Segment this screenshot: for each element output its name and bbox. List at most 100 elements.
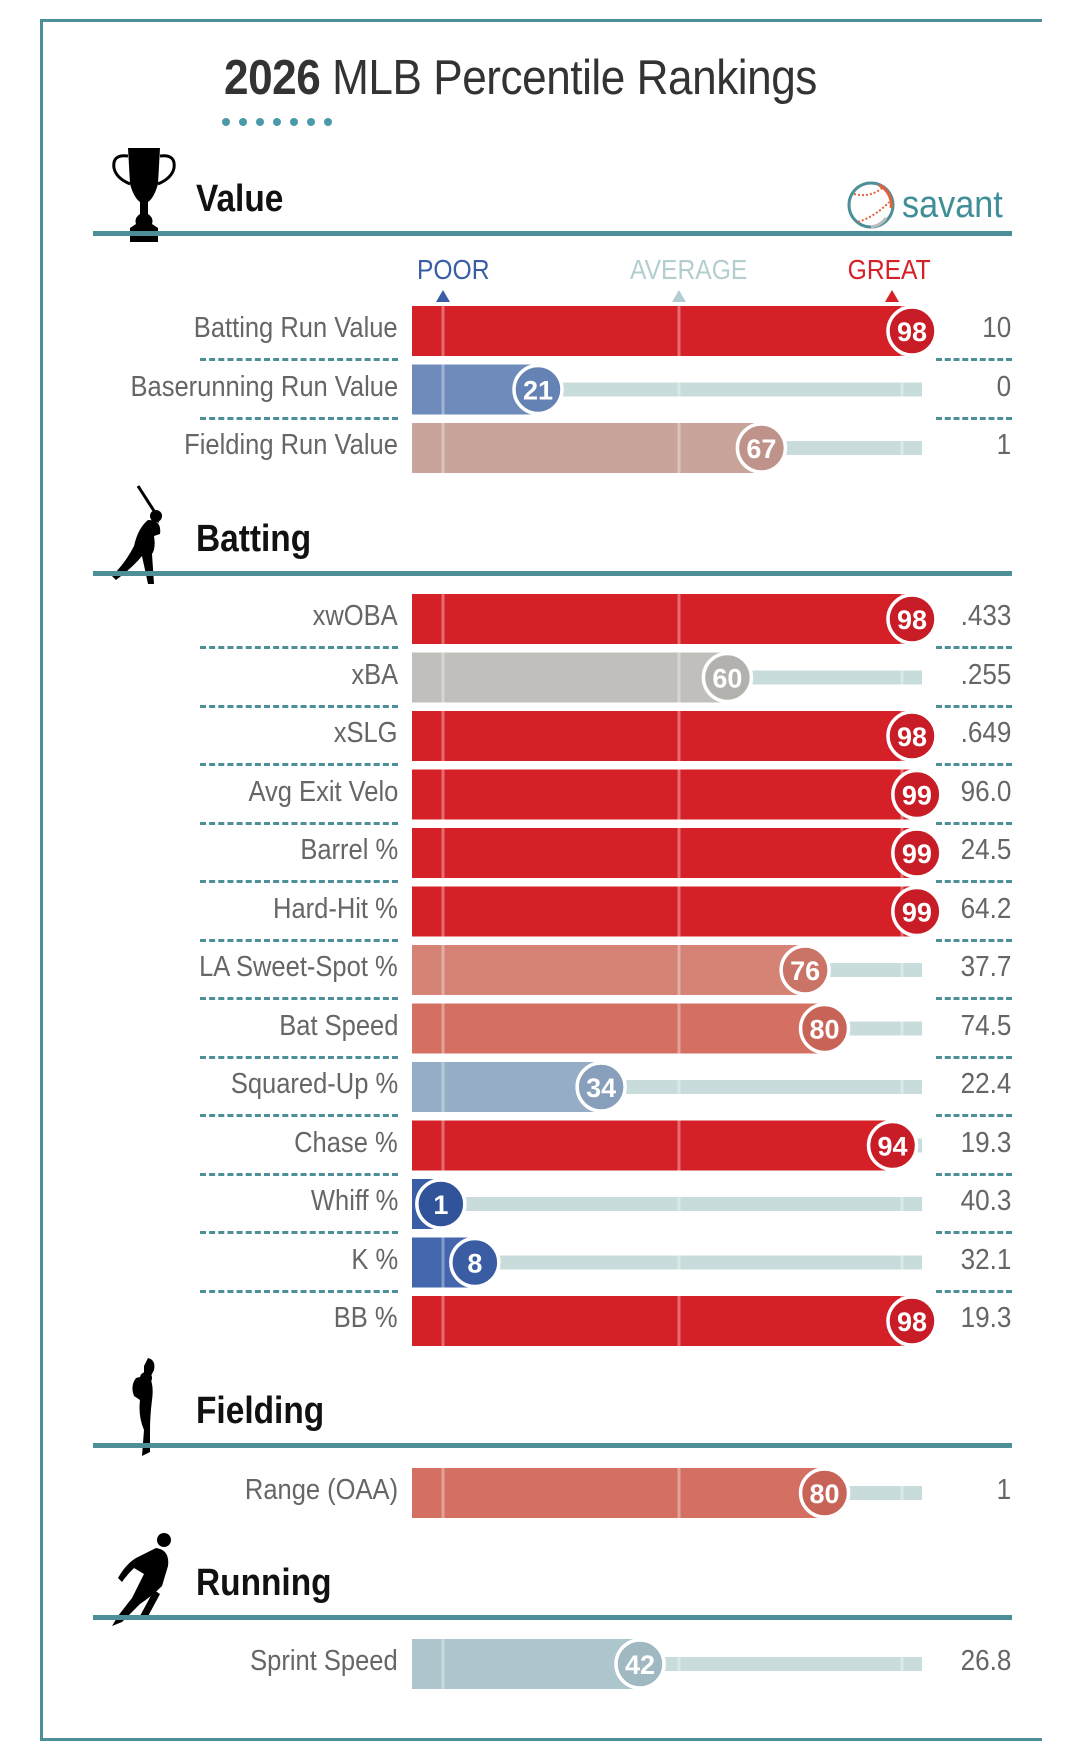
reference-tick bbox=[900, 364, 904, 415]
percentile-circle bbox=[779, 944, 831, 996]
percentile-label: 34 bbox=[586, 1073, 616, 1103]
percentile-label: 99 bbox=[902, 898, 932, 928]
fielder-icon bbox=[132, 1358, 155, 1456]
metric-value: 26.8 bbox=[960, 1645, 1011, 1677]
legend-great-marker bbox=[885, 290, 899, 302]
percentile-circle bbox=[866, 1119, 919, 1172]
savant-logo[interactable]: savant bbox=[846, 180, 1014, 230]
row-divider-right bbox=[936, 416, 1012, 420]
reference-tick bbox=[677, 1639, 681, 1689]
row-divider-right bbox=[936, 763, 1012, 766]
percentile-bar-row[interactable]: 34 bbox=[412, 1061, 922, 1113]
reference-tick bbox=[677, 1296, 681, 1346]
bar-fill bbox=[412, 652, 728, 703]
row-divider-left bbox=[200, 1055, 398, 1059]
percentile-bar-row[interactable]: 42 bbox=[412, 1638, 922, 1690]
percentile-circle bbox=[449, 1236, 501, 1289]
section-title-batting: Batting bbox=[196, 518, 312, 560]
metric-label: xBA bbox=[351, 658, 398, 691]
percentile-bar-row[interactable]: 76 bbox=[412, 944, 922, 996]
row-divider-left bbox=[200, 997, 398, 1000]
metric-value: 0 bbox=[996, 370, 1011, 403]
percentile-label: 76 bbox=[790, 956, 820, 986]
metric-label: Squared-Up % bbox=[230, 1068, 398, 1100]
metric-label: Range (OAA) bbox=[244, 1474, 398, 1506]
bar-track bbox=[601, 1080, 922, 1094]
percentile-bar-row[interactable]: 98 bbox=[412, 593, 938, 645]
frame-top-border bbox=[40, 19, 1042, 22]
section-divider-fielding bbox=[93, 1443, 1012, 1448]
reference-tick bbox=[677, 1062, 681, 1112]
percentile-bar-row[interactable]: 99 bbox=[412, 827, 943, 879]
row-divider-right bbox=[936, 704, 1012, 708]
section-title-fielding: Fielding bbox=[196, 1390, 325, 1432]
percentile-label: 42 bbox=[625, 1650, 655, 1680]
legend-poor-marker bbox=[436, 290, 450, 302]
row-divider-left bbox=[200, 880, 398, 883]
percentile-bar-row[interactable]: 8 bbox=[412, 1236, 922, 1289]
metric-value: 22.4 bbox=[960, 1068, 1011, 1100]
baseball-icon bbox=[847, 181, 895, 229]
percentile-bar-row[interactable]: 94 bbox=[412, 1119, 922, 1172]
percentile-circle bbox=[798, 1002, 851, 1055]
percentile-label: 98 bbox=[897, 1307, 927, 1337]
row-divider-left bbox=[200, 1289, 398, 1293]
reference-tick bbox=[677, 594, 681, 644]
percentile-bar-row[interactable]: 80 bbox=[412, 1002, 922, 1055]
batter-icon bbox=[112, 485, 162, 584]
percentile-bar-row[interactable]: 67 bbox=[412, 422, 922, 474]
percentile-bar-row[interactable]: 98 bbox=[412, 305, 938, 357]
metric-label: Avg Exit Velo bbox=[248, 775, 398, 808]
reference-tick bbox=[441, 1237, 445, 1288]
metric-value: 40.3 bbox=[960, 1185, 1011, 1217]
bar-fill bbox=[412, 1003, 825, 1054]
metric-value: .255 bbox=[960, 658, 1011, 691]
row-divider-right bbox=[936, 880, 1012, 883]
metric-label: xwOBA bbox=[312, 600, 398, 632]
title-text: MLB Percentile Rankings bbox=[332, 51, 817, 105]
bar-fill bbox=[412, 945, 806, 995]
section-title-running: Running bbox=[196, 1562, 332, 1604]
row-divider-right bbox=[936, 1055, 1012, 1059]
reference-tick bbox=[441, 652, 445, 703]
percentile-bar-row[interactable]: 98 bbox=[412, 1295, 938, 1347]
reference-tick bbox=[900, 1062, 904, 1112]
bar-fill bbox=[412, 1639, 640, 1689]
percentile-bar-row[interactable]: 60 bbox=[412, 651, 922, 704]
percentile-circle bbox=[415, 1178, 467, 1230]
metric-value: .433 bbox=[960, 600, 1011, 632]
row-divider-right bbox=[936, 1172, 1012, 1176]
reference-tick bbox=[677, 886, 681, 937]
metric-value: 1 bbox=[996, 1474, 1011, 1506]
metric-value: 24.5 bbox=[960, 834, 1011, 866]
trophy-icon bbox=[112, 148, 176, 242]
percentile-bar-row[interactable]: 98 bbox=[412, 710, 938, 762]
percentile-label: 8 bbox=[467, 1249, 482, 1279]
frame-left-border bbox=[40, 19, 43, 1741]
percentile-bar-row[interactable]: 1 bbox=[412, 1178, 922, 1230]
percentile-bar-row[interactable]: 99 bbox=[412, 885, 943, 938]
metric-label: K % bbox=[351, 1243, 398, 1276]
metric-label: Bat Speed bbox=[278, 1009, 398, 1042]
reference-tick bbox=[900, 423, 904, 473]
metric-label: Barrel % bbox=[300, 834, 398, 866]
row-divider-left bbox=[200, 763, 398, 766]
metric-label: xSLG bbox=[334, 717, 398, 749]
percentile-circle bbox=[886, 305, 938, 357]
row-divider-right bbox=[936, 646, 1012, 649]
percentile-circle bbox=[798, 1467, 851, 1519]
section-divider-running bbox=[93, 1615, 1012, 1620]
percentile-bar-row[interactable]: 21 bbox=[412, 363, 922, 416]
percentile-circle bbox=[735, 422, 788, 474]
metric-label: Sprint Speed bbox=[250, 1645, 398, 1677]
metric-value: 10 bbox=[981, 312, 1011, 344]
percentile-bar-row[interactable]: 99 bbox=[412, 768, 943, 821]
row-divider-left bbox=[200, 646, 398, 649]
metric-label: Whiff % bbox=[310, 1185, 398, 1217]
row-divider-right bbox=[936, 1114, 1012, 1117]
percentile-bar-row[interactable]: 80 bbox=[412, 1467, 922, 1519]
bar-track bbox=[805, 963, 922, 977]
bar-fill bbox=[412, 886, 917, 937]
percentile-label: 80 bbox=[810, 1479, 840, 1509]
reference-tick bbox=[441, 423, 445, 473]
